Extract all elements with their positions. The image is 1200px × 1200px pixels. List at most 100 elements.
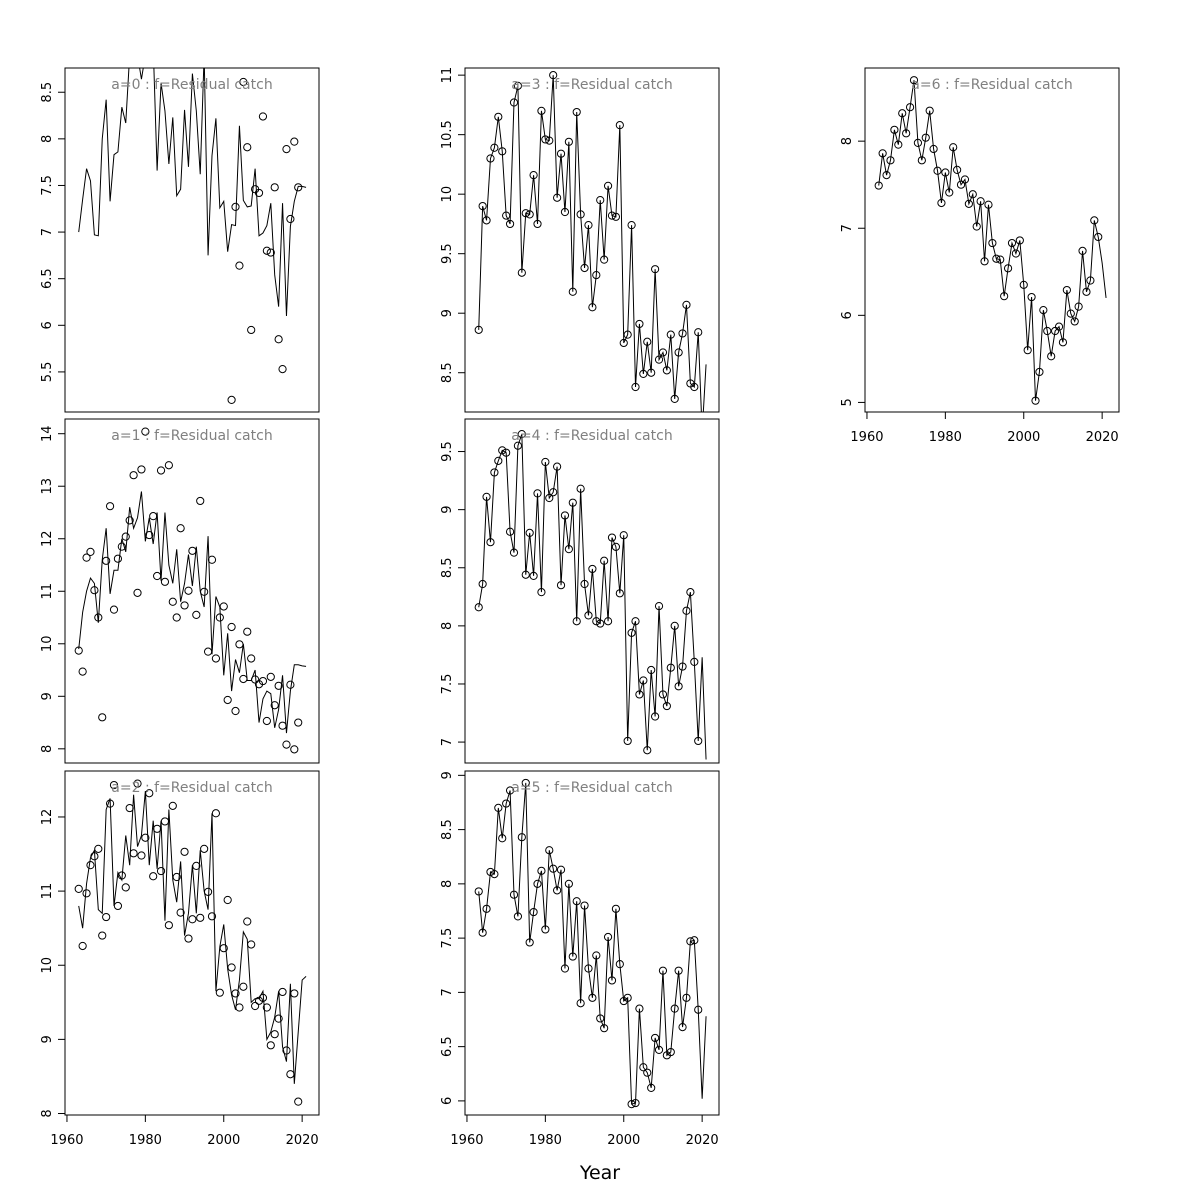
data-point <box>145 530 154 540</box>
data-point <box>247 940 256 949</box>
data-point <box>211 809 221 818</box>
data-point <box>584 611 593 620</box>
data-point <box>129 471 138 480</box>
data-point <box>639 369 648 379</box>
data-point <box>156 866 166 876</box>
data-point <box>98 713 107 722</box>
data-point <box>490 869 499 879</box>
data-point <box>486 154 495 163</box>
data-point <box>258 112 268 121</box>
data-point <box>564 137 573 146</box>
y-tick-label: 9.5 <box>440 441 455 462</box>
data-point <box>553 462 562 471</box>
data-point <box>168 597 177 606</box>
data-point <box>200 587 209 596</box>
y-tick-label: 11 <box>40 883 55 900</box>
data-point <box>576 484 585 493</box>
y-tick-label: 7.5 <box>440 674 455 695</box>
y-tick-label: 9 <box>440 309 455 317</box>
data-point <box>1094 232 1103 242</box>
data-point <box>117 542 126 551</box>
data-point <box>929 144 938 154</box>
data-point <box>651 1033 660 1043</box>
data-point <box>690 382 699 392</box>
data-point <box>274 335 283 344</box>
data-point <box>917 156 926 165</box>
data-point <box>921 133 930 142</box>
data-point <box>235 640 244 649</box>
data-point <box>239 674 248 684</box>
data-point <box>1015 236 1024 245</box>
data-point <box>133 779 142 788</box>
data-point <box>509 98 519 107</box>
data-point <box>156 466 166 475</box>
data-point <box>262 716 271 726</box>
y-tick-label: 10 <box>40 636 55 653</box>
data-point <box>953 165 962 174</box>
data-point <box>666 330 675 339</box>
data-point <box>627 628 636 637</box>
y-tick-label: 8 <box>440 880 455 888</box>
data-point <box>651 265 660 274</box>
data-point <box>615 589 624 598</box>
data-point <box>556 581 566 590</box>
data-point <box>949 143 958 152</box>
panel: a=6 : f=Residual catch 5 6 7 8 1960 1980 2000 20… <box>840 67 1120 445</box>
data-point <box>266 1041 275 1050</box>
data-point <box>502 448 511 457</box>
data-point <box>541 457 550 467</box>
panel-title: a=4 : f=Residual catch <box>511 428 672 444</box>
data-point <box>694 328 703 337</box>
data-point <box>478 579 487 589</box>
data-point <box>603 932 613 942</box>
data-point <box>290 989 299 998</box>
data-point <box>192 610 201 619</box>
data-point <box>525 528 534 537</box>
panel-title: a=3 : f=Residual catch <box>511 77 672 93</box>
data-point <box>113 901 123 911</box>
x-tick-label: 2000 <box>607 1133 640 1148</box>
x-tick-label: 1960 <box>850 430 883 445</box>
data-point <box>1039 306 1048 315</box>
data-point <box>164 921 173 930</box>
y-tick-label: 7 <box>40 228 55 236</box>
plot-area <box>474 778 707 1109</box>
data-point <box>164 461 173 470</box>
data-point <box>1043 326 1052 336</box>
y-tick-label: 7 <box>440 988 455 996</box>
data-point <box>270 183 279 192</box>
data-point <box>992 254 1001 263</box>
data-point <box>172 872 181 882</box>
data-point <box>666 1047 675 1057</box>
data-point <box>86 547 95 556</box>
data-point <box>529 171 538 180</box>
data-point <box>94 613 103 622</box>
data-point <box>549 71 558 80</box>
y-tick-label: 6 <box>40 321 55 329</box>
y-tick-label: 12 <box>40 530 55 547</box>
data-point <box>588 303 597 312</box>
data-point <box>188 915 197 924</box>
data-point <box>549 864 558 873</box>
data-point <box>262 246 271 255</box>
data-point <box>615 960 624 969</box>
x-tick-label: 1980 <box>129 1133 162 1148</box>
data-point <box>980 257 989 266</box>
data-point <box>670 621 679 630</box>
data-point <box>286 680 295 689</box>
data-point <box>521 778 530 788</box>
plot-area <box>474 430 707 760</box>
data-point <box>513 441 523 450</box>
data-point <box>584 964 593 973</box>
panel-title: a=1 : f=Residual catch <box>111 428 272 444</box>
data-point <box>678 329 687 338</box>
data-point <box>596 1014 605 1023</box>
data-point <box>1054 322 1064 331</box>
data-point <box>537 588 546 597</box>
data-point <box>1066 309 1075 318</box>
data-point <box>623 330 632 339</box>
data-point <box>537 866 546 875</box>
data-point <box>196 913 205 922</box>
data-point <box>623 993 632 1002</box>
